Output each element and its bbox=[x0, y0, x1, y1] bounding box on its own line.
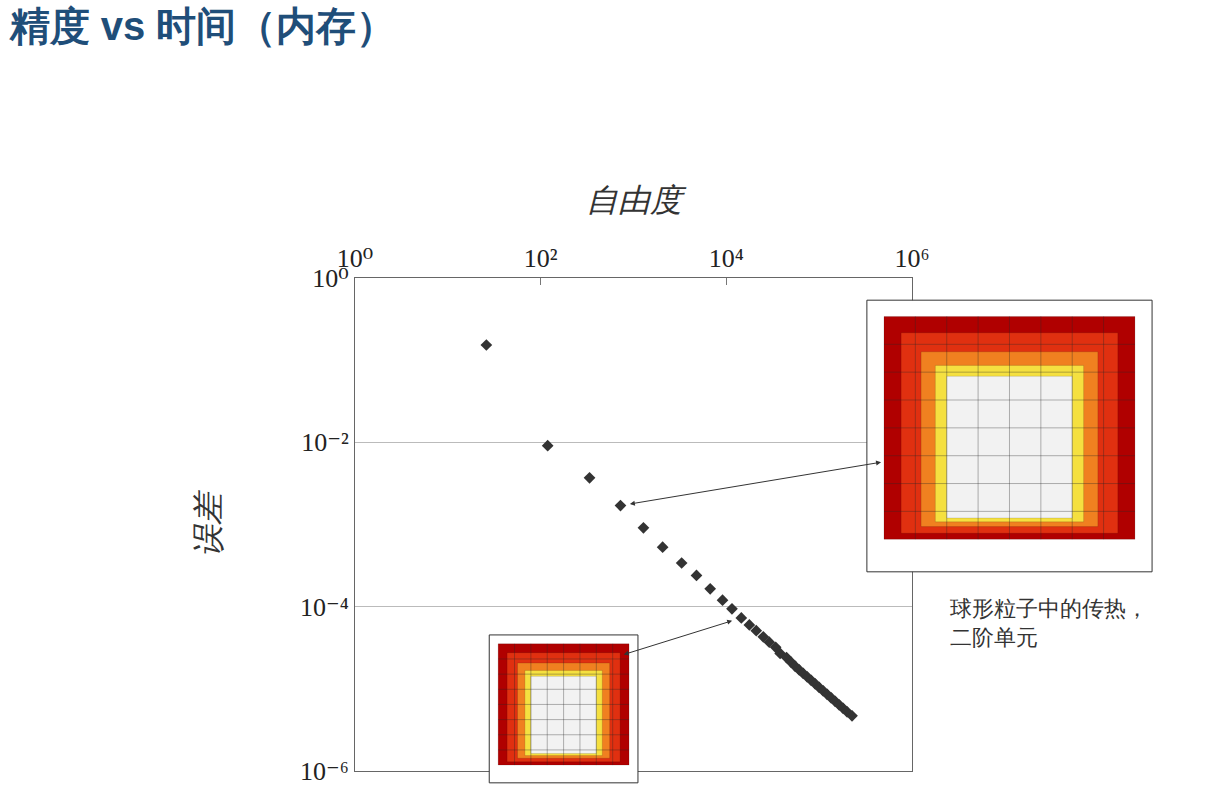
svg-text:自由度: 自由度 bbox=[586, 182, 687, 218]
svg-text:10⁴: 10⁴ bbox=[709, 244, 744, 273]
svg-text:球形粒子中的传热，二阶单元: 球形粒子中的传热，二阶单元 bbox=[950, 596, 1148, 650]
svg-text:误差: 误差 bbox=[190, 489, 226, 557]
svg-text:10⁻²: 10⁻² bbox=[301, 428, 349, 457]
svg-text:10⁰: 10⁰ bbox=[337, 244, 373, 273]
svg-text:10⁻⁶: 10⁻⁶ bbox=[300, 757, 349, 786]
svg-text:10⁻⁴: 10⁻⁴ bbox=[300, 593, 349, 622]
svg-text:10⁰: 10⁰ bbox=[312, 264, 348, 293]
svg-text:10²: 10² bbox=[524, 244, 558, 273]
svg-text:10⁶: 10⁶ bbox=[894, 244, 929, 273]
svg-text:精度 vs 时间（内存）: 精度 vs 时间（内存） bbox=[9, 4, 397, 48]
